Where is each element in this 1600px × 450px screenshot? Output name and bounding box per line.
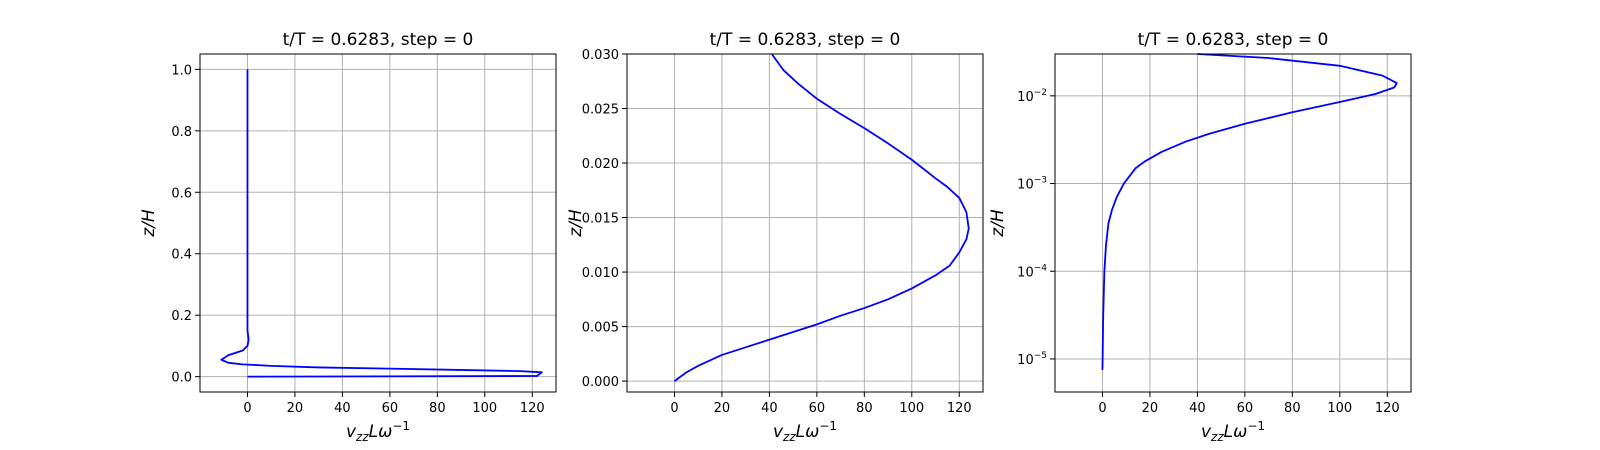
x-axis-label-base: v (1201, 422, 1212, 442)
axes-frame (199, 53, 557, 393)
y-tick-label: 0.005 (582, 321, 619, 336)
x-tick-label: 40 (761, 401, 778, 416)
y-tick-label: 10−2 (1017, 88, 1047, 105)
x-tick-label: 40 (1189, 401, 1206, 416)
y-axis-label: z/H (988, 209, 1008, 238)
y-tick-label-base: 10 (1017, 353, 1034, 368)
x-axis-label: vzzLω−1 (773, 419, 837, 444)
x-axis-label-base: v (773, 422, 784, 442)
y-tick-label: 0.6 (171, 186, 192, 201)
y-tick-label: 1.0 (171, 63, 192, 78)
x-axis-label-main: Lω (1224, 422, 1248, 442)
data-series-line (673, 53, 970, 382)
x-tick-label: 40 (334, 401, 351, 416)
y-tick-label-base: 10 (1017, 178, 1034, 193)
data-series-line (220, 69, 543, 378)
x-tick-label: 80 (856, 401, 873, 416)
chart-title: t/T = 0.6283, step = 0 (1138, 30, 1329, 50)
chart-title: t/T = 0.6283, step = 0 (283, 30, 474, 50)
x-axis-label-base: v (346, 422, 357, 442)
y-tick-label-exponent: −3 (1034, 176, 1047, 186)
x-axis-label: vzzLω−1 (346, 419, 410, 444)
x-tick-label: 120 (520, 401, 545, 416)
x-axis-label-main: Lω (369, 422, 393, 442)
x-tick-label: 80 (429, 401, 446, 416)
y-tick-label: 0.2 (171, 309, 192, 324)
x-tick-label: 20 (1142, 401, 1159, 416)
y-tick-label-exponent: −2 (1034, 88, 1047, 98)
x-tick-label: 0 (670, 401, 678, 416)
x-tick-label: 60 (382, 401, 399, 416)
x-tick-label: 0 (243, 401, 251, 416)
x-axis-label-subscript: zz (355, 430, 369, 444)
y-axis-label: z/H (566, 209, 586, 238)
x-tick-label: 100 (1327, 401, 1352, 416)
x-axis-label-main: Lω (796, 422, 820, 442)
x-tick-label: 60 (1237, 401, 1254, 416)
x-axis-label: vzzLω−1 (1201, 419, 1265, 444)
x-axis-label-subscript: zz (782, 430, 796, 444)
data-series-line (1101, 53, 1398, 370)
y-tick-label: 10−4 (1017, 263, 1047, 280)
x-axis-label-subscript: zz (1210, 430, 1224, 444)
axes-frame (1054, 53, 1412, 393)
y-tick-label-exponent: −4 (1034, 263, 1048, 273)
x-axis-label-superscript: −1 (819, 419, 837, 433)
y-tick-label: 0.8 (171, 125, 192, 140)
y-tick-label: 0.025 (582, 103, 619, 118)
y-tick-label-exponent: −5 (1034, 351, 1047, 361)
x-tick-label: 100 (472, 401, 497, 416)
x-tick-label: 20 (287, 401, 304, 416)
x-tick-label: 100 (899, 401, 924, 416)
x-tick-label: 80 (1284, 401, 1301, 416)
y-tick-label: 0.015 (582, 212, 619, 227)
y-axis-label: z/H (139, 209, 159, 238)
chart-panel-1: 0 20 40 60 80 100 120 0.0 0.2 0.4 0.6 0.8 1.0 t/T = 0… (139, 30, 557, 444)
x-tick-label: 60 (809, 401, 826, 416)
y-tick-label-base: 10 (1017, 265, 1034, 280)
y-tick-label: 0.030 (582, 48, 619, 63)
y-tick-label: 0.020 (582, 157, 619, 172)
y-tick-label: 10−3 (1017, 176, 1047, 193)
x-tick-label: 20 (714, 401, 731, 416)
y-tick-label: 10−5 (1017, 351, 1047, 368)
y-tick-label-base: 10 (1017, 90, 1034, 105)
y-tick-label: 0.000 (582, 375, 619, 390)
x-axis-label-superscript: −1 (1247, 419, 1265, 433)
x-axis-label-superscript: −1 (392, 419, 410, 433)
y-tick-label: 0.4 (171, 248, 192, 263)
chart-panel-2: 0 20 40 60 80 100 120 0.000 0.005 0.010 0.015 0.020… (566, 30, 984, 444)
x-tick-label: 0 (1098, 401, 1106, 416)
axes-frame (626, 53, 984, 393)
x-tick-label: 120 (1375, 401, 1400, 416)
chart-title: t/T = 0.6283, step = 0 (710, 30, 901, 50)
y-tick-label: 0.0 (171, 371, 192, 386)
y-tick-label: 0.010 (582, 266, 619, 281)
x-tick-label: 120 (947, 401, 972, 416)
